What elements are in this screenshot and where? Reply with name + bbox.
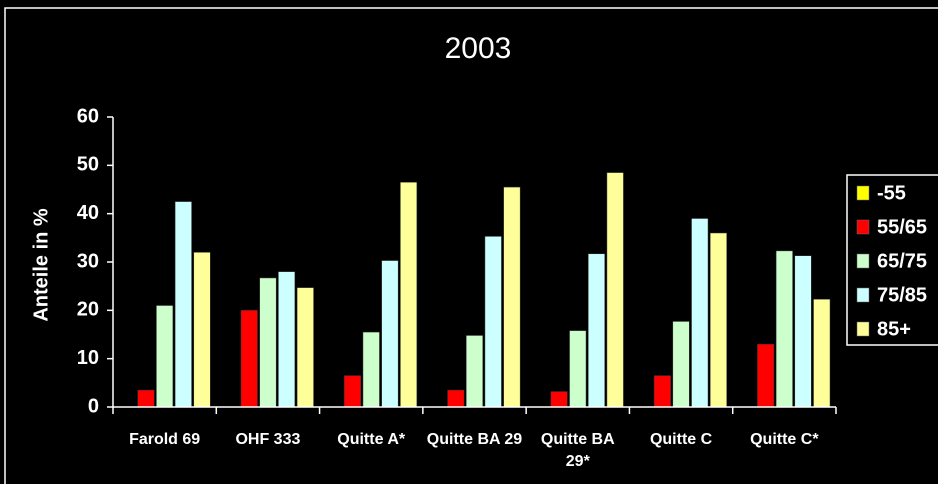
x-tick-label: Quitte BA 29 — [426, 431, 523, 448]
x-tick-label: Quitte BA 29* — [540, 431, 615, 470]
bar — [757, 343, 775, 408]
y-tick-label: 20 — [77, 299, 99, 321]
bar — [137, 389, 155, 408]
y-tick-label: 10 — [77, 347, 99, 369]
bar — [362, 331, 380, 408]
legend-swatch — [856, 287, 870, 303]
y-axis-label: Anteile in % — [30, 208, 52, 322]
x-tick-label: Quitte C — [649, 431, 713, 448]
chart-title: 2003 — [445, 32, 512, 65]
legend-swatch — [856, 185, 870, 201]
legend-label: 75/85 — [877, 284, 927, 306]
bar — [569, 330, 587, 408]
bar — [691, 218, 709, 408]
bar — [813, 298, 831, 408]
x-tick-label: OHF 333 — [235, 431, 301, 448]
bar — [278, 271, 296, 408]
legend-label: -55 — [877, 182, 906, 204]
bar — [775, 250, 793, 408]
bar — [447, 389, 465, 408]
bar — [381, 260, 399, 408]
legend-label: 55/65 — [877, 216, 927, 238]
y-tick-label: 60 — [77, 105, 99, 127]
y-tick-label: 40 — [77, 202, 99, 224]
bar — [344, 375, 362, 408]
bar — [240, 310, 258, 408]
bar — [466, 335, 483, 408]
legend-label: 65/75 — [877, 250, 927, 272]
legend-swatch — [856, 321, 870, 337]
frame — [4, 7, 938, 484]
legend-swatch — [856, 219, 870, 235]
bar — [400, 182, 418, 408]
bar — [606, 172, 624, 408]
bar — [587, 253, 605, 408]
y-tick-label: 0 — [88, 395, 99, 417]
y-tick-label: 50 — [77, 154, 99, 176]
bar — [484, 236, 502, 408]
bar — [653, 375, 671, 408]
x-tick-label: Quitte C* — [750, 431, 819, 448]
bar — [296, 287, 314, 408]
x-tick-label: Farold 69 — [129, 431, 201, 448]
bar — [156, 305, 174, 408]
y-tick-label: 30 — [77, 250, 99, 272]
legend-swatch — [856, 253, 870, 269]
legend-label: 85+ — [877, 318, 911, 340]
x-tick-label: Quitte A* — [337, 431, 406, 448]
bar — [193, 252, 211, 408]
bar — [794, 255, 812, 408]
bar — [174, 201, 192, 408]
bar — [672, 321, 690, 408]
bar — [259, 277, 277, 408]
bar — [550, 391, 568, 408]
bar — [503, 186, 521, 408]
bar — [709, 232, 727, 408]
